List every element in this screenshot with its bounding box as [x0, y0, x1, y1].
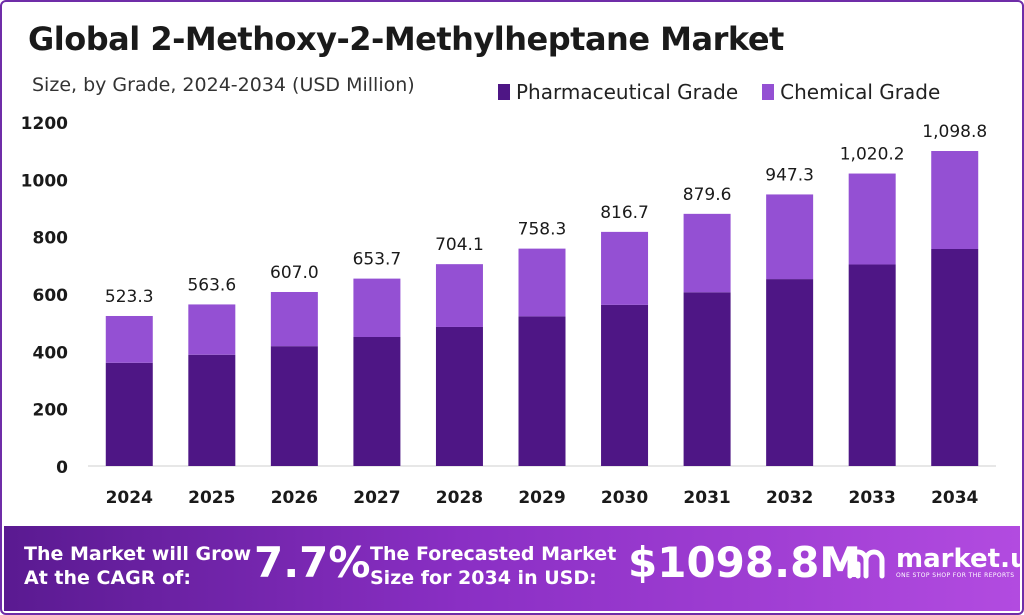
legend-swatch-pharmaceutical: [498, 84, 510, 100]
bar-chemical: [353, 278, 401, 337]
brand-tagline: ONE STOP SHOP FOR THE REPORTS: [896, 572, 1015, 579]
data-label-total: 879.6: [683, 185, 732, 205]
bar-pharmaceutical: [601, 304, 649, 466]
x-tick-label: 2034: [931, 488, 978, 508]
chart-title: Global 2-Methoxy-2-Methylheptane Market: [28, 20, 784, 58]
cagr-label: The Market will Grow At the CAGR of:: [24, 542, 251, 590]
x-tick-label: 2030: [601, 488, 648, 508]
bar-pharmaceutical: [931, 248, 979, 466]
legend-item-pharmaceutical: Pharmaceutical Grade: [498, 80, 738, 104]
data-label-total: 704.1: [435, 235, 484, 255]
bar-chart: 0 200 400 600 800 1000 1200 523.3 2024 563.6 2025 6…: [21, 114, 996, 508]
bar-chemical: [683, 213, 731, 293]
data-label-total: 1,098.8: [922, 122, 987, 142]
bar-chemical: [188, 304, 236, 355]
data-label-total: 607.0: [270, 263, 319, 283]
bar-chemical: [435, 264, 483, 327]
bar-pharmaceutical: [353, 337, 401, 466]
data-label-total: 1,020.2: [840, 145, 905, 165]
y-tick-label: 0: [56, 458, 68, 478]
x-tick-label: 2032: [766, 488, 813, 508]
y-tick-label: 200: [33, 401, 69, 421]
x-tick-label: 2029: [518, 488, 565, 508]
data-label-total: 816.7: [600, 203, 649, 223]
y-tick-label: 1000: [21, 171, 68, 191]
bar-pharmaceutical: [848, 264, 896, 466]
legend-item-chemical: Chemical Grade: [762, 80, 940, 104]
data-label-total: 758.3: [518, 220, 567, 240]
brand-logo: market.us ONE STOP SHOP FOR THE REPORTS: [844, 544, 1022, 580]
bar-chemical: [518, 248, 566, 317]
y-tick-label: 400: [33, 343, 69, 363]
x-tick-label: 2031: [683, 488, 730, 508]
forecast-label-line-2: Size for 2034 in USD:: [370, 567, 597, 589]
x-tick-label: 2027: [353, 488, 400, 508]
bar-pharmaceutical: [435, 326, 483, 466]
bar-pharmaceutical: [766, 279, 814, 466]
bar-chemical: [848, 173, 896, 265]
market-us-logo-icon: [847, 549, 885, 579]
x-tick-label: 2026: [271, 488, 318, 508]
y-tick-label: 800: [33, 229, 69, 249]
bar-pharmaceutical: [188, 354, 236, 466]
legend-label-chemical: Chemical Grade: [780, 80, 941, 104]
y-tick-label: 600: [33, 286, 69, 306]
bar-pharmaceutical: [270, 346, 318, 466]
y-tick-label: 1200: [21, 114, 68, 134]
chart-subtitle: Size, by Grade, 2024-2034 (USD Million): [32, 74, 415, 96]
cagr-label-line-1: The Market will Grow: [24, 543, 252, 565]
forecast-value: $1098.8M: [628, 538, 862, 587]
forecast-label: The Forecasted Market Size for 2034 in U…: [370, 542, 616, 590]
x-tick-label: 2033: [849, 488, 896, 508]
data-label-total: 653.7: [353, 250, 402, 270]
bar-chemical: [601, 231, 649, 305]
bar-chemical: [105, 315, 153, 363]
x-tick-label: 2024: [106, 488, 153, 508]
summary-banner: The Market will Grow At the CAGR of: 7.7…: [4, 526, 1022, 611]
x-tick-label: 2025: [188, 488, 235, 508]
data-label-total: 947.3: [765, 165, 814, 185]
x-tick-label: 2028: [436, 488, 483, 508]
cagr-value: 7.7%: [254, 538, 371, 587]
legend: Pharmaceutical Grade Chemical Grade: [498, 80, 940, 104]
brand-name: market.us: [896, 544, 1022, 574]
bar-pharmaceutical: [518, 316, 566, 466]
bar-chemical: [766, 194, 814, 280]
data-label-total: 563.6: [187, 275, 236, 295]
bar-chemical: [931, 151, 979, 249]
legend-label-pharmaceutical: Pharmaceutical Grade: [516, 80, 739, 104]
bar-pharmaceutical: [683, 292, 731, 466]
legend-swatch-chemical: [762, 84, 775, 100]
forecast-label-line-1: The Forecasted Market: [370, 543, 617, 565]
data-label-total: 523.3: [105, 287, 154, 307]
bar-pharmaceutical: [105, 362, 153, 466]
cagr-label-line-2: At the CAGR of:: [24, 567, 191, 589]
bar-chemical: [270, 291, 318, 347]
